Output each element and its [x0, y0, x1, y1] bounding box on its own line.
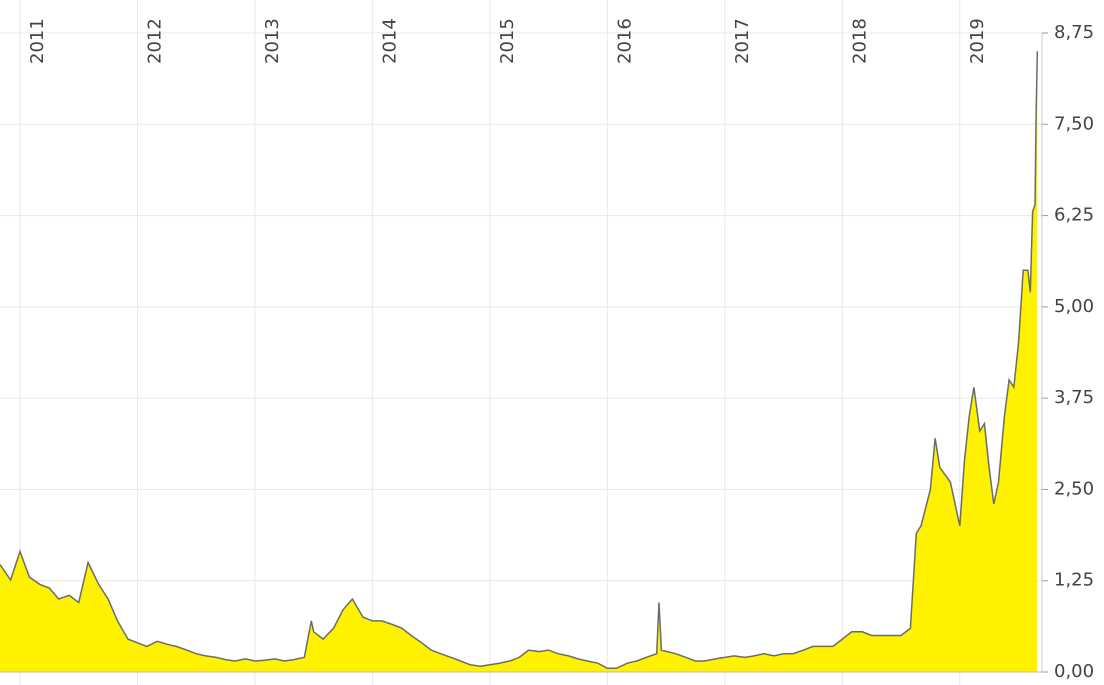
y-tick-label: 5,00 [1054, 296, 1094, 317]
x-tick-label: 2015 [497, 18, 518, 64]
y-tick-label: 8,75 [1054, 22, 1094, 43]
x-tick-label: 2018 [849, 18, 870, 64]
x-tick-label: 2012 [144, 18, 165, 64]
area [0, 51, 1038, 673]
y-tick-label: 7,50 [1054, 113, 1094, 134]
x-tick-label: 2017 [732, 18, 753, 64]
y-tick-label: 1,25 [1054, 570, 1094, 591]
x-tick-label: 2016 [614, 18, 635, 64]
x-tick-label: 2014 [379, 18, 400, 64]
x-tick-label: 2011 [27, 18, 48, 64]
y-tick-label: 2,50 [1054, 478, 1094, 499]
line [0, 51, 1039, 670]
x-tick-label: 2019 [967, 18, 988, 64]
y-tick-label: 0,00 [1054, 661, 1094, 682]
x-tick-label: 2013 [262, 18, 283, 64]
y-tick-label: 3,75 [1054, 387, 1094, 408]
y-tick-label: 6,25 [1054, 205, 1094, 226]
